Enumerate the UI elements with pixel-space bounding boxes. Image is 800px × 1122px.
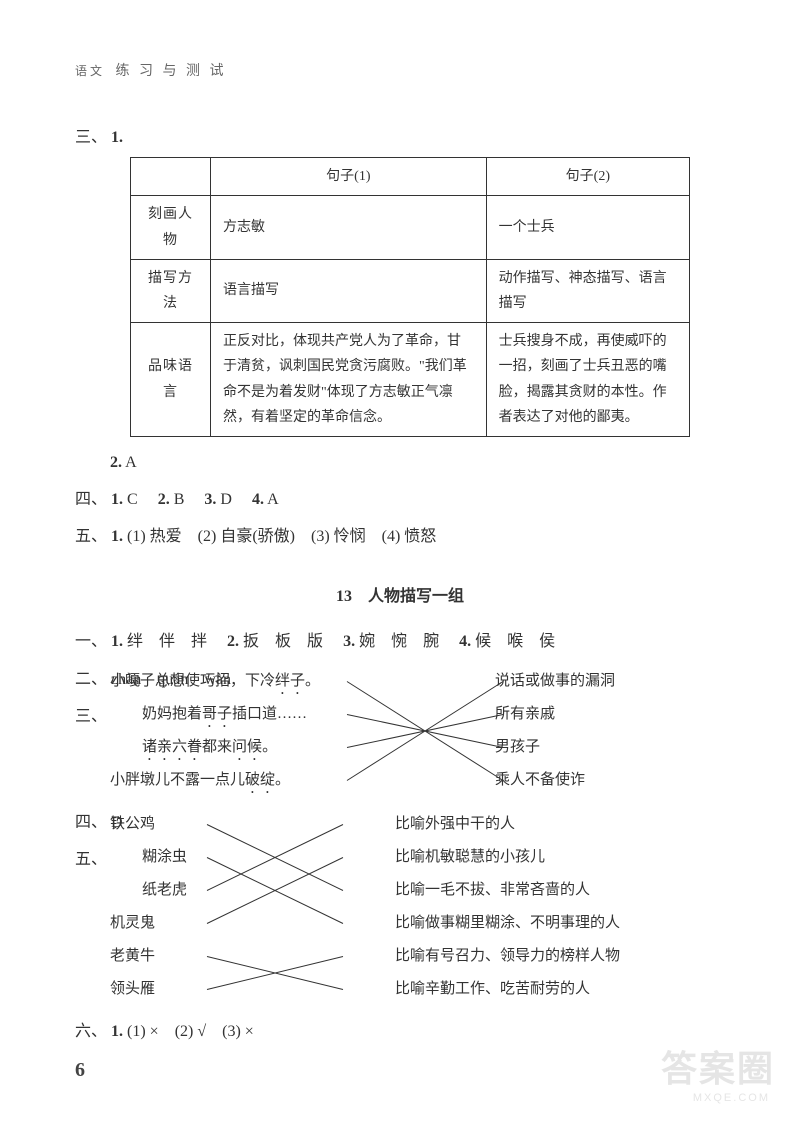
watermark-sub: MXQE.COM xyxy=(693,1092,770,1104)
watermark-main: 答案圈 xyxy=(661,1040,775,1092)
match-right-item: 男孩子 xyxy=(495,731,725,764)
cell-11: 方志敏 xyxy=(211,196,487,259)
q3-ans2: A xyxy=(125,454,137,471)
q5-label: 五、 xyxy=(75,519,107,554)
match-left-item: 诸亲六眷都来问候。 xyxy=(107,731,367,764)
page-number: 6 xyxy=(75,1059,85,1082)
match-left-item: 领头雁 xyxy=(75,973,245,1006)
row-head-3: 品味语言 xyxy=(131,323,211,437)
q5-row: 五、 1. (1) 热爱 (2) 自豪(骄傲) (3) 怜悯 (4) 愤怒 xyxy=(75,519,725,554)
match-right-item: 比喻机敏聪慧的小孩儿 xyxy=(395,841,725,874)
s1-row: 一、 1. 绊 伴 拌 2. 扳 板 版 3. 婉 惋 腕 4. 候 喉 侯 xyxy=(75,624,725,659)
q5-ans: (1) 热爱 (2) 自豪(骄傲) (3) 怜悯 (4) 愤怒 xyxy=(127,528,436,545)
match-right-item: 比喻做事糊里糊涂、不明事理的人 xyxy=(395,907,725,940)
cell-21: 语言描写 xyxy=(211,259,487,322)
match-right-item: 所有亲戚 xyxy=(495,698,725,731)
table-corner xyxy=(131,158,211,196)
subject-label: 语文 xyxy=(75,64,105,78)
q4-label: 四、 xyxy=(75,482,107,517)
match-right-item: 说话或做事的漏洞 xyxy=(495,665,725,698)
cell-32: 士兵搜身不成，再使威吓的一招，刻画了士兵丑恶的嘴脸，揭露其贪财的本性。作者表达了… xyxy=(486,323,689,437)
col-head-1: 句子(1) xyxy=(211,158,487,196)
col-head-2: 句子(2) xyxy=(486,158,689,196)
match-right-item: 比喻外强中干的人 xyxy=(395,808,725,841)
match-left-item: 纸老虎 xyxy=(107,874,277,907)
match-left-item: 奶妈抱着哥子插口道…… xyxy=(107,698,367,731)
s5-matching: 铁公鸡 比喻外强中干的人糊涂虫 比喻机敏聪慧的小孩儿纸老虎 比喻一毛不拔、非常吝啬的人… xyxy=(75,808,725,1006)
match-right-item: 乘人不备使诈 xyxy=(495,764,725,797)
match-left-item: 糊涂虫 xyxy=(107,841,277,874)
q3-num1: 1. xyxy=(111,129,123,146)
q4-row: 四、 1. C 2. B 3. D 4. A xyxy=(75,482,725,517)
match-left-item: 铁公鸡 xyxy=(75,808,245,841)
match-left-item: 老黄牛 xyxy=(75,940,245,973)
q3-num2: 2. xyxy=(110,454,122,471)
s3-matching: 小嘎子总想使巧招，下冷绊子。 说话或做事的漏洞奶妈抱着哥子插口道…… 所有亲戚诸亲六… xyxy=(75,665,725,797)
match-left-item: 小嘎子总想使巧招，下冷绊子。 xyxy=(75,665,335,698)
row-head-2: 描写方法 xyxy=(131,259,211,322)
q3-table: 句子(1) 句子(2) 刻画人物 方志敏 一个士兵 描写方法 语言描写 动作描写… xyxy=(130,157,690,437)
s6-row: 六、 1. (1) × (2) √ (3) × xyxy=(75,1014,725,1049)
match-right-item: 比喻辛勤工作、吃苦耐劳的人 xyxy=(395,973,725,1006)
match-left-item: 小胖墩儿不露一点儿破绽。 xyxy=(75,764,335,797)
match-right-item: 比喻有号召力、领导力的榜样人物 xyxy=(395,940,725,973)
cell-12: 一个士兵 xyxy=(486,196,689,259)
row-head-1: 刻画人物 xyxy=(131,196,211,259)
header-title: 练 习 与 测 试 xyxy=(116,64,227,79)
q3-2: 2. A xyxy=(75,445,725,480)
q3-row: 三、 1. xyxy=(75,120,725,155)
chapter-title: 13 人物描写一组 xyxy=(75,582,725,606)
q3-label: 三、 xyxy=(75,120,107,155)
page-header: 语文 练 习 与 测 试 xyxy=(75,60,725,80)
q3-table-wrap: 句子(1) 句子(2) 刻画人物 方志敏 一个士兵 描写方法 语言描写 动作描写… xyxy=(130,157,725,437)
match-right-item: 比喻一毛不拔、非常吝啬的人 xyxy=(395,874,725,907)
cell-31: 正反对比，体现共产党人为了革命，甘于清贫，讽刺国民党贪污腐败。"我们革命不是为着… xyxy=(211,323,487,437)
match-left-item: 机灵鬼 xyxy=(75,907,245,940)
cell-22: 动作描写、神态描写、语言描写 xyxy=(486,259,689,322)
